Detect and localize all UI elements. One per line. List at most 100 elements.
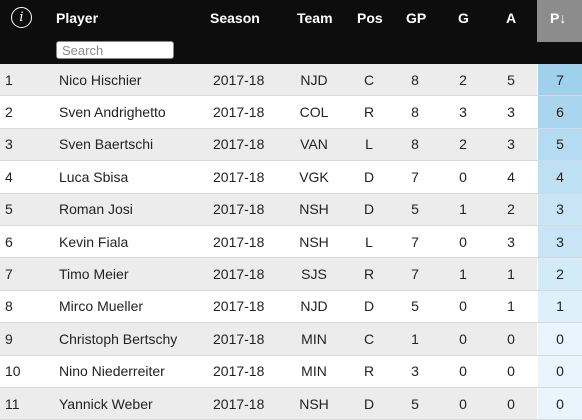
cell-player: Timo Meier (59, 266, 129, 283)
table-header: i Player Season Team Pos GP G A P↓ (0, 0, 582, 64)
cell-season: 2017-18 (213, 71, 265, 88)
cell-rank: 1 (5, 71, 13, 88)
cell-g: 1 (459, 266, 467, 283)
cell-rank: 10 (5, 363, 21, 380)
cell-a: 0 (507, 395, 515, 412)
cell-player: Nico Hischier (59, 71, 142, 88)
cell-a: 5 (507, 71, 515, 88)
cell-gp: 8 (411, 136, 419, 153)
table-row[interactable]: 11 Yannick Weber 2017-18 NSH D 5 0 0 0 (0, 387, 582, 420)
cell-a: 4 (507, 168, 515, 185)
cell-p: 7 (537, 64, 582, 96)
cell-pos: D (363, 201, 375, 218)
cell-pos: L (365, 233, 373, 250)
cell-season: 2017-18 (213, 201, 265, 218)
column-header-g[interactable]: G (458, 10, 469, 26)
cell-rank: 2 (5, 104, 13, 121)
column-header-a[interactable]: A (506, 10, 517, 26)
cell-team: VGK (299, 168, 329, 185)
cell-p: 2 (537, 258, 582, 290)
cell-season: 2017-18 (213, 266, 265, 283)
cell-a: 1 (507, 298, 515, 315)
cell-season: 2017-18 (213, 136, 265, 153)
cell-pos: D (363, 298, 375, 315)
table-row[interactable]: 10 Nino Niederreiter 2017-18 MIN R 3 0 0 0 (0, 355, 582, 388)
table-row[interactable]: 4 Luca Sbisa 2017-18 VGK D 7 0 4 4 (0, 161, 582, 194)
table-row[interactable]: 9 Christoph Bertschy 2017-18 MIN C 1 0 0 0 (0, 323, 582, 356)
cell-p: 3 (537, 193, 582, 225)
cell-pos: R (363, 363, 375, 380)
cell-g: 0 (459, 395, 467, 412)
column-header-season[interactable]: Season (210, 10, 260, 26)
column-header-gp[interactable]: GP (406, 10, 427, 26)
table-row[interactable]: 5 Roman Josi 2017-18 NSH D 5 1 2 3 (0, 193, 582, 226)
cell-player: Mirco Mueller (59, 298, 144, 315)
table-row[interactable]: 8 Mirco Mueller 2017-18 NJD D 5 0 1 1 (0, 290, 582, 324)
cell-team: SJS (301, 266, 327, 283)
cell-team: COL (299, 104, 329, 121)
cell-team: NJD (300, 71, 328, 88)
cell-season: 2017-18 (213, 395, 265, 412)
cell-rank: 4 (5, 168, 13, 185)
cell-a: 3 (507, 136, 515, 153)
table-row[interactable]: 7 Timo Meier 2017-18 SJS R 7 1 1 2 (0, 258, 582, 291)
search-input[interactable] (56, 41, 174, 59)
cell-a: 0 (507, 363, 515, 380)
cell-pos: R (363, 266, 375, 283)
cell-p: 0 (537, 355, 582, 387)
cell-team: MIN (301, 363, 327, 380)
cell-rank: 8 (5, 298, 13, 315)
cell-p: 3 (537, 225, 582, 258)
cell-player: Sven Baertschi (59, 136, 154, 153)
column-header-player[interactable]: Player (56, 10, 99, 26)
cell-g: 1 (459, 201, 467, 218)
cell-g: 0 (459, 298, 467, 315)
cell-pos: C (363, 330, 375, 347)
cell-team: VAN (300, 136, 328, 153)
cell-p: 0 (537, 323, 582, 355)
cell-team: NSH (299, 201, 329, 218)
cell-player: Christoph Bertschy (59, 330, 178, 347)
info-icon[interactable]: i (11, 7, 32, 28)
cell-p: 5 (537, 128, 582, 161)
cell-a: 3 (507, 104, 515, 121)
cell-p: 1 (537, 290, 582, 323)
cell-pos: C (363, 71, 375, 88)
cell-gp: 7 (411, 233, 419, 250)
table-row[interactable]: 2 Sven Andrighetto 2017-18 COL R 8 3 3 6 (0, 96, 582, 129)
cell-player: Nino Niederreiter (59, 363, 165, 380)
cell-gp: 5 (411, 298, 419, 315)
cell-gp: 8 (411, 71, 419, 88)
cell-gp: 3 (411, 363, 419, 380)
cell-a: 1 (507, 266, 515, 283)
column-header-pos[interactable]: Pos (357, 10, 383, 26)
cell-g: 2 (459, 136, 467, 153)
cell-g: 0 (459, 168, 467, 185)
cell-pos: D (363, 168, 375, 185)
cell-pos: R (363, 104, 375, 121)
cell-player: Sven Andrighetto (59, 104, 166, 121)
cell-team: NSH (299, 233, 329, 250)
cell-pos: D (363, 395, 375, 412)
cell-p: 6 (537, 96, 582, 128)
cell-team: MIN (301, 330, 327, 347)
cell-gp: 8 (411, 104, 419, 121)
cell-player: Yannick Weber (59, 395, 153, 412)
table-row[interactable]: 3 Sven Baertschi 2017-18 VAN L 8 2 3 5 (0, 128, 582, 162)
cell-season: 2017-18 (213, 330, 265, 347)
column-header-p-sorted[interactable]: P↓ (550, 10, 567, 26)
cell-g: 0 (459, 363, 467, 380)
cell-rank: 11 (5, 395, 20, 412)
cell-p: 4 (537, 161, 582, 193)
cell-season: 2017-18 (213, 233, 265, 250)
cell-g: 0 (459, 330, 467, 347)
cell-gp: 7 (411, 266, 419, 283)
cell-rank: 9 (5, 330, 13, 347)
cell-season: 2017-18 (213, 298, 265, 315)
cell-season: 2017-18 (213, 104, 265, 121)
table-row[interactable]: 1 Nico Hischier 2017-18 NJD C 8 2 5 7 (0, 64, 582, 97)
cell-a: 0 (507, 330, 515, 347)
table-row[interactable]: 6 Kevin Fiala 2017-18 NSH L 7 0 3 3 (0, 225, 582, 259)
sorted-column-highlight (537, 0, 582, 42)
column-header-team[interactable]: Team (297, 10, 333, 26)
